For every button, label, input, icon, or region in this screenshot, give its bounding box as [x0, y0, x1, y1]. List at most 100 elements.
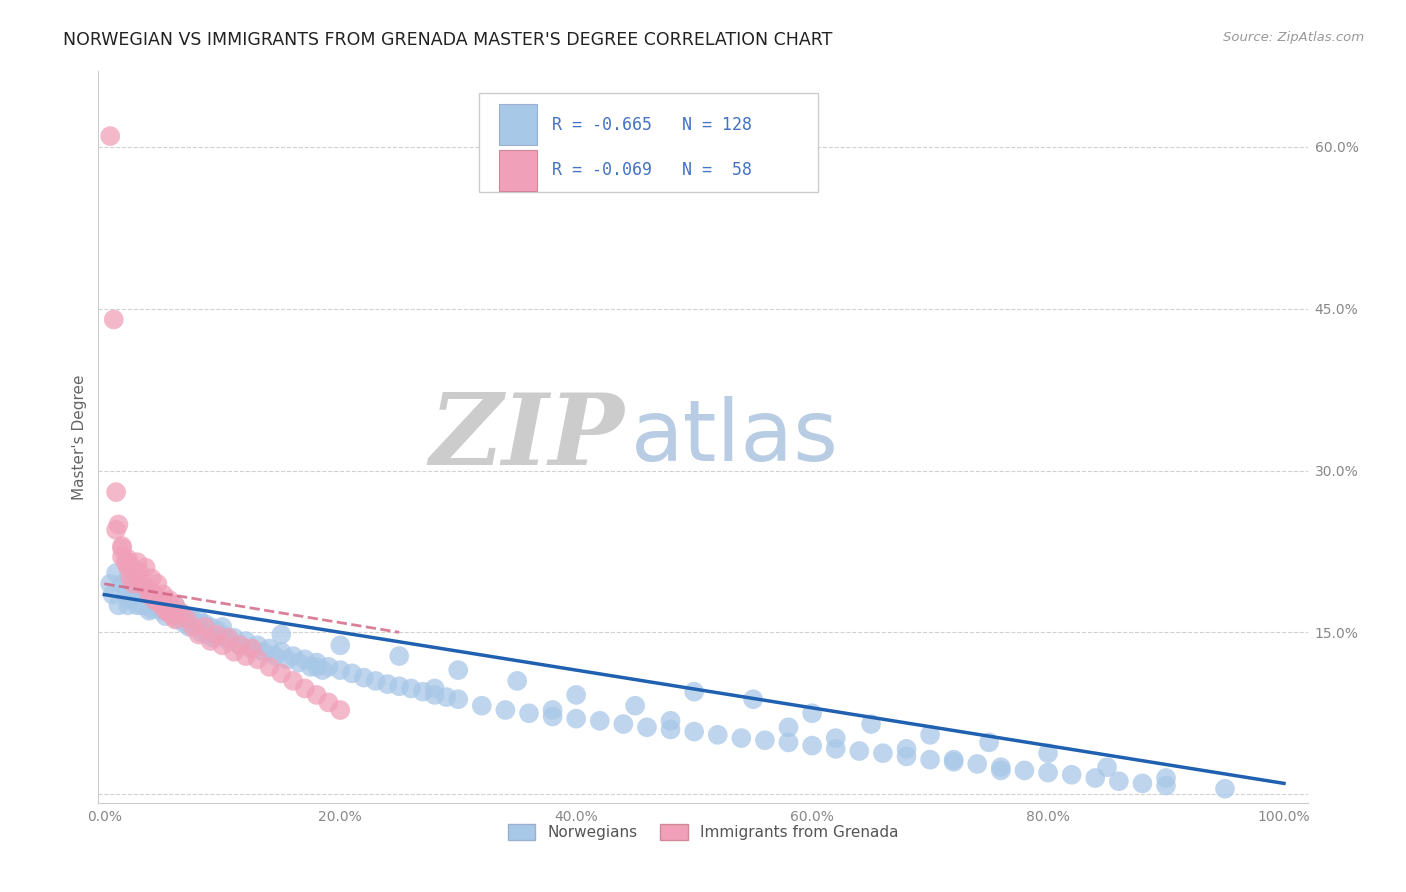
Point [170, 606, 193, 620]
Point [506, 673, 529, 688]
Point [1036, 765, 1059, 780]
Point [155, 604, 177, 618]
Point [187, 620, 209, 634]
Point [388, 679, 411, 693]
Point [162, 606, 184, 620]
Point [942, 753, 965, 767]
Point [377, 677, 399, 691]
Point [138, 588, 160, 602]
FancyBboxPatch shape [499, 150, 537, 191]
Point [105, 523, 128, 537]
Point [146, 593, 169, 607]
Point [117, 560, 139, 574]
Point [128, 574, 150, 588]
Point [824, 731, 846, 745]
Point [340, 666, 363, 681]
Point [98, 129, 121, 144]
Y-axis label: Master's Degree: Master's Degree [72, 375, 87, 500]
Point [165, 599, 187, 613]
Point [1108, 774, 1130, 789]
Point [211, 627, 233, 641]
Text: NORWEGIAN VS IMMIGRANTS FROM GRENADA MASTER'S DEGREE CORRELATION CHART: NORWEGIAN VS IMMIGRANTS FROM GRENADA MAS… [63, 31, 832, 49]
Point [165, 599, 187, 613]
Point [1095, 760, 1118, 774]
Point [114, 555, 136, 569]
Point [896, 742, 918, 756]
Point [141, 588, 163, 602]
Point [111, 539, 134, 553]
Point [494, 703, 516, 717]
Point [311, 663, 333, 677]
Point [162, 609, 184, 624]
Point [329, 663, 352, 677]
Point [977, 735, 1000, 749]
Point [141, 601, 163, 615]
Point [138, 604, 160, 618]
Point [101, 588, 124, 602]
Point [294, 652, 316, 666]
Text: atlas: atlas [630, 395, 838, 479]
Point [120, 571, 142, 585]
Point [135, 560, 157, 574]
Point [1154, 771, 1177, 785]
Point [181, 612, 204, 626]
Point [565, 688, 588, 702]
Point [264, 649, 287, 664]
Point [246, 652, 269, 666]
Point [659, 723, 682, 737]
Point [111, 576, 134, 591]
Point [281, 673, 304, 688]
Point [229, 638, 252, 652]
Point [152, 599, 174, 613]
Point [801, 706, 824, 721]
Point [364, 673, 387, 688]
Point [288, 656, 311, 670]
Point [990, 764, 1012, 778]
Point [205, 627, 228, 641]
Point [194, 616, 217, 631]
Point [848, 744, 870, 758]
Point [541, 709, 564, 723]
Point [222, 631, 245, 645]
Point [217, 631, 239, 645]
Point [305, 688, 328, 702]
Point [105, 485, 128, 500]
Point [1084, 771, 1107, 785]
Point [152, 588, 174, 602]
Point [329, 638, 352, 652]
Point [1036, 746, 1059, 760]
Point [801, 739, 824, 753]
Point [217, 634, 239, 648]
Point [276, 652, 298, 666]
Point [176, 612, 198, 626]
Point [872, 746, 894, 760]
Point [318, 660, 340, 674]
Point [447, 663, 470, 677]
Point [201, 631, 224, 645]
Point [122, 576, 145, 591]
Point [412, 684, 434, 698]
Point [612, 717, 634, 731]
Point [270, 666, 292, 681]
Point [920, 753, 942, 767]
Point [181, 620, 204, 634]
Point [200, 620, 222, 634]
Point [122, 566, 145, 580]
Point [565, 712, 588, 726]
Point [157, 606, 180, 620]
Point [187, 627, 209, 641]
Point [447, 692, 470, 706]
Point [1132, 776, 1154, 790]
Point [683, 684, 706, 698]
Point [157, 593, 180, 607]
Point [436, 690, 458, 704]
Point [896, 749, 918, 764]
Text: R = -0.665   N = 128: R = -0.665 N = 128 [553, 116, 752, 134]
Point [179, 620, 201, 634]
Point [155, 609, 177, 624]
Point [240, 641, 263, 656]
Point [1154, 779, 1177, 793]
Point [423, 681, 446, 696]
Point [142, 593, 165, 607]
Point [778, 735, 800, 749]
